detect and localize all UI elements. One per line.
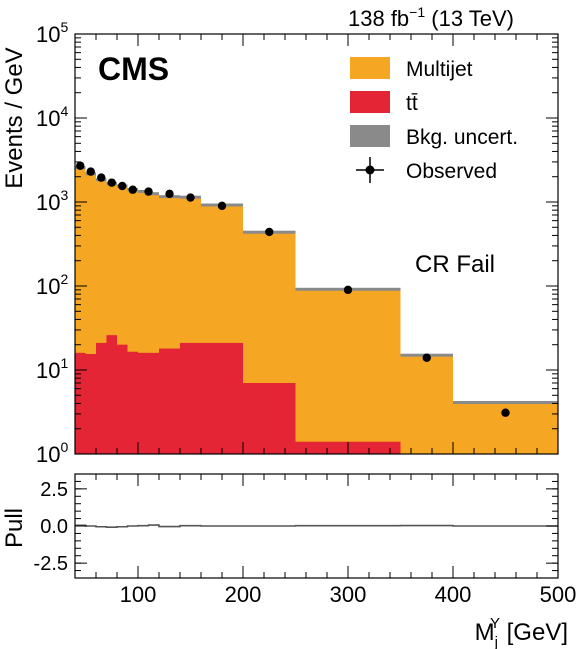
pull-line bbox=[75, 524, 558, 528]
ttbar-bar bbox=[243, 383, 296, 454]
observed-point bbox=[186, 193, 195, 202]
observed-point bbox=[422, 353, 431, 362]
observed-point bbox=[217, 201, 227, 211]
legend-uncertainty-swatch bbox=[350, 125, 390, 147]
pull-y-ticks: 2.5 0.0 -2.5 bbox=[34, 473, 558, 579]
observed-point bbox=[265, 227, 274, 237]
pull-y-tick-label: 2.5 bbox=[40, 479, 68, 501]
multijet-bar bbox=[127, 189, 138, 454]
y-tick-label: 101 bbox=[36, 355, 68, 383]
pull-values bbox=[75, 524, 558, 528]
x-tick-label: 200 bbox=[225, 582, 262, 607]
ttbar-bar bbox=[201, 342, 243, 454]
ttbar-bar bbox=[106, 335, 117, 454]
x-axis-label: MjY [GeV] bbox=[475, 615, 568, 649]
legend-multijet-label: Multijet bbox=[406, 58, 473, 81]
pull-x-ticks: 100 200 300 400 500 bbox=[74, 474, 577, 607]
luminosity-label: 138 fb−1 (13 TeV) bbox=[348, 4, 514, 31]
x-tick-label: 400 bbox=[435, 582, 472, 607]
multijet-bar bbox=[295, 289, 401, 454]
ttbar-bar bbox=[127, 351, 138, 454]
y-tick-label: 102 bbox=[36, 271, 68, 299]
pull-y-tick-label: -2.5 bbox=[34, 553, 68, 575]
y-tick-label: 105 bbox=[36, 19, 68, 47]
x-tick-label: 500 bbox=[540, 582, 577, 607]
y-tick-label: 104 bbox=[36, 103, 68, 131]
experiment-label: CMS bbox=[98, 51, 169, 87]
x-tick-label: 300 bbox=[330, 582, 367, 607]
observed-point bbox=[118, 181, 127, 191]
main-x-ticks bbox=[74, 34, 559, 454]
ttbar-bar bbox=[159, 348, 180, 454]
pull-y-tick-label: 0.0 bbox=[40, 516, 68, 538]
legend-observed-marker bbox=[365, 165, 375, 175]
ttbar-bar bbox=[148, 352, 159, 454]
observed-point bbox=[76, 161, 85, 170]
stacked-histogram bbox=[75, 167, 558, 455]
y-tick-label: 103 bbox=[36, 187, 68, 215]
observed-point bbox=[501, 408, 510, 417]
main-panel: 100 101 102 103 104 105 CMS CR Fail Events / … bbox=[1, 19, 559, 467]
ttbar-bar bbox=[117, 344, 128, 454]
legend-multijet-swatch bbox=[350, 57, 390, 79]
legend-uncertainty-label: Bkg. uncert. bbox=[406, 126, 518, 149]
y-tick-label: 100 bbox=[36, 439, 68, 467]
multijet-bar bbox=[85, 173, 96, 454]
region-label: CR Fail bbox=[415, 251, 495, 278]
main-y-axis-label: Events / GeV bbox=[1, 47, 28, 188]
ttbar-bar bbox=[138, 352, 149, 454]
multijet-bar bbox=[138, 191, 149, 454]
multijet-bar bbox=[400, 355, 453, 454]
observed-point bbox=[144, 187, 153, 196]
observed-point bbox=[165, 189, 174, 199]
legend-ttbar-label: tt̄ bbox=[406, 92, 418, 115]
observed-point bbox=[86, 167, 95, 176]
observed-point bbox=[128, 185, 137, 194]
ttbar-bar bbox=[180, 342, 201, 454]
multijet-bar bbox=[106, 183, 117, 454]
ttbar-bar bbox=[85, 354, 96, 454]
main-frame bbox=[74, 33, 559, 455]
uncertainty-segment bbox=[138, 189, 149, 193]
x-tick-label: 100 bbox=[120, 582, 157, 607]
pull-panel: 2.5 0.0 -2.5 100 200 300 400 500 Pull MjY [GeV… bbox=[1, 473, 577, 649]
observed-point bbox=[343, 285, 353, 295]
observed-point bbox=[107, 178, 116, 187]
legend-ttbar-swatch bbox=[350, 91, 390, 113]
main-y-ticks: 100 101 102 103 104 105 bbox=[36, 19, 558, 467]
multijet-bar bbox=[117, 186, 128, 454]
legend-observed-label: Observed bbox=[406, 160, 497, 183]
legend: Multijet tt̄ Bkg. uncert. Observed bbox=[350, 57, 518, 183]
pull-y-axis-label: Pull bbox=[1, 508, 28, 548]
multijet-bar bbox=[148, 193, 159, 454]
ttbar-bar bbox=[96, 342, 107, 454]
observed-point bbox=[97, 173, 106, 182]
uncertainty-segment bbox=[453, 401, 558, 405]
multijet-bar bbox=[96, 179, 107, 455]
observed-points bbox=[76, 161, 510, 417]
uncertainty-segment bbox=[148, 192, 159, 196]
